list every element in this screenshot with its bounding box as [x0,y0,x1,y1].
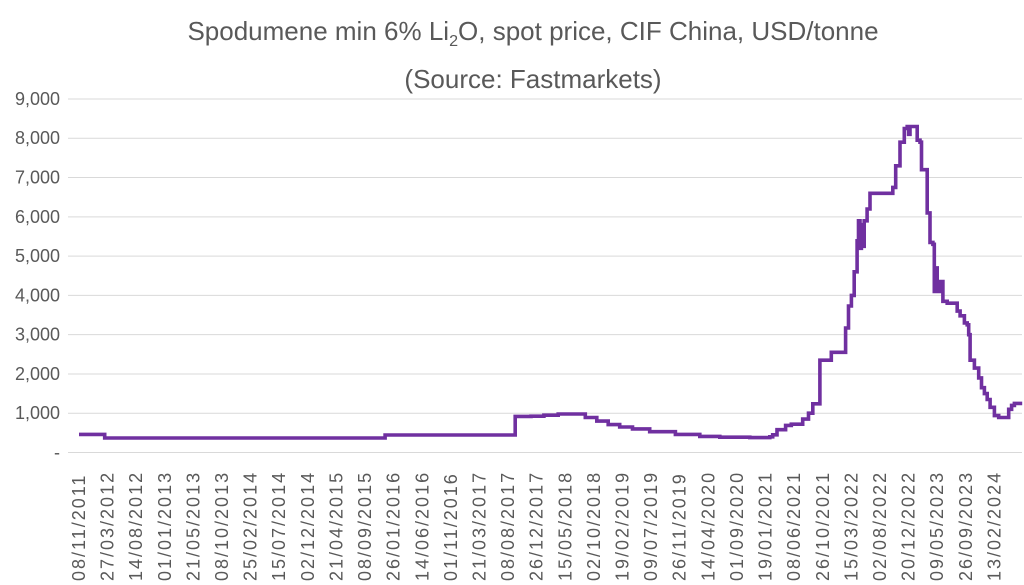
x-axis-label: 08/06/2021 [784,471,804,581]
x-axis-label: 15/03/2022 [841,471,861,581]
x-axis-label: 27/03/2012 [98,471,118,581]
y-axis-label: 7,000 [15,167,60,187]
x-axis-label: 09/07/2019 [641,471,661,581]
x-axis-label: 26/12/2017 [527,471,547,581]
chart-title: Spodumene min 6% Li2O, spot price, CIF C… [0,12,1024,98]
x-axis-label: 21/03/2017 [470,471,490,581]
x-axis-label: 14/06/2016 [412,471,432,581]
x-axis-label: 13/02/2024 [984,471,1004,581]
y-axis-label: 8,000 [15,128,60,148]
y-axis-label: 9,000 [15,89,60,109]
x-axis-label: 08/08/2017 [498,471,518,581]
x-axis-label: 14/04/2020 [698,471,718,581]
price-line [79,124,1023,440]
x-axis-label: 09/05/2023 [927,471,947,581]
x-axis-label: 26/11/2019 [670,472,690,581]
x-axis-label: 20/12/2022 [899,471,919,581]
x-axis-label: 08/11/2011 [69,474,89,581]
x-axis-label: 02/08/2022 [870,471,890,581]
x-axis-label: 26/01/2016 [384,471,404,581]
x-axis-label: 21/05/2013 [183,471,203,581]
y-axis-label: 2,000 [15,364,60,384]
title-subscript: 2 [449,32,459,51]
x-axis-label: 08/09/2015 [355,471,375,581]
y-axis-label: 4,000 [15,285,60,305]
x-axis-label: 14/08/2012 [126,471,146,581]
x-axis-label: 01/09/2020 [727,471,747,581]
x-axis-label: 01/11/2016 [441,472,461,581]
y-axis-label: 5,000 [15,246,60,266]
x-axis-label: 19/02/2019 [613,471,633,581]
x-axis-label: 26/09/2023 [956,471,976,581]
title-text-left: Spodumene min 6% Li [187,16,450,46]
x-axis-label: 19/01/2021 [756,471,776,581]
chart-title-line1: Spodumene min 6% Li2O, spot price, CIF C… [42,12,1024,60]
x-axis-label: 15/05/2018 [555,471,575,581]
x-axis-label: 21/04/2015 [327,471,347,581]
y-axis-label: 3,000 [15,325,60,345]
y-axis-label: 1,000 [15,403,60,423]
x-axis-label: 02/10/2018 [584,471,604,581]
y-axis-label: 6,000 [15,207,60,227]
title-text-right: O, spot price, CIF China, USD/tonne [458,16,879,46]
x-axis-label: 01/01/2013 [155,471,175,581]
chart-subtitle: (Source: Fastmarkets) [404,64,662,95]
y-axis-label: - [54,442,60,462]
x-axis-label: 08/10/2013 [212,471,232,581]
x-axis-label: 26/10/2021 [813,471,833,581]
x-axis-label: 02/12/2014 [298,471,318,581]
x-axis-label: 15/07/2014 [269,471,289,581]
x-axis-label: 25/02/2014 [241,471,261,581]
